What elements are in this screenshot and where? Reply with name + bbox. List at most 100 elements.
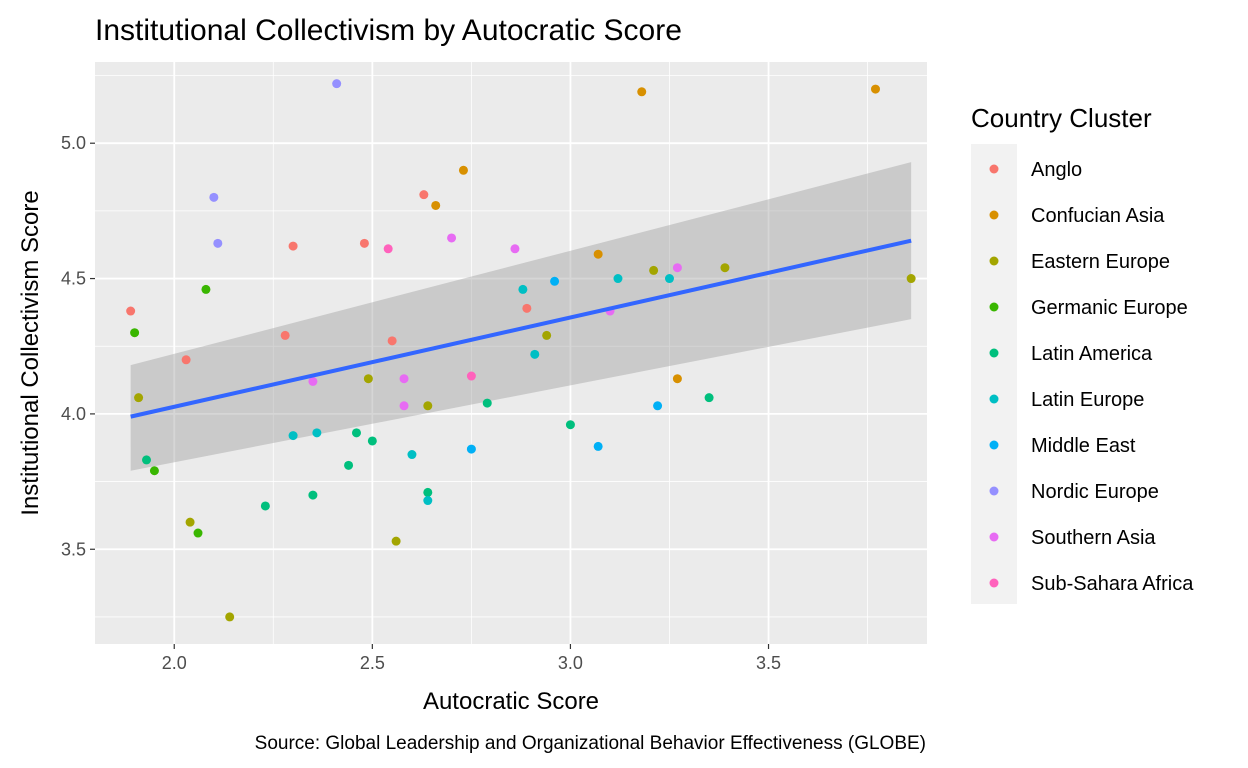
legend-label: Nordic Europe [1031, 481, 1159, 503]
confidence-band-area [130, 162, 912, 471]
legend-key [989, 486, 999, 496]
legend-key [989, 394, 999, 404]
legend-label: Germanic Europe [1031, 297, 1188, 319]
data-point-southern-asia [399, 401, 409, 411]
data-point-latin-europe [288, 431, 298, 441]
data-point-germanic-europe [193, 528, 203, 538]
data-point-anglo [288, 241, 298, 251]
data-point-confucian-asia [593, 249, 603, 259]
data-point-latin-america [423, 487, 433, 497]
plot-panel [95, 62, 927, 644]
legend-label: Middle East [1031, 435, 1136, 457]
data-point-southern-asia [399, 374, 409, 384]
data-point-middle-east [593, 441, 603, 451]
data-point-eastern-europe [185, 517, 195, 527]
data-point-confucian-asia [431, 200, 441, 210]
data-point-eastern-europe [423, 401, 433, 411]
data-point-anglo [181, 355, 191, 365]
trend-line-path [130, 238, 912, 419]
legend-key [989, 302, 999, 312]
trend-line [130, 238, 912, 419]
chart-title: Institutional Collectivism by Autocratic… [95, 14, 682, 47]
data-point-southern-asia [672, 263, 682, 273]
grid-minor [95, 62, 927, 644]
data-point-latin-europe [664, 274, 674, 284]
data-point-germanic-europe [149, 466, 159, 476]
legend-key [989, 210, 999, 220]
data-point-germanic-europe [130, 328, 140, 338]
data-point-latin-europe [423, 496, 433, 506]
data-point-middle-east [653, 401, 663, 411]
legend-key [989, 440, 999, 450]
chart-caption: Source: Global Leadership and Organizati… [255, 733, 926, 754]
data-point-latin-america [704, 393, 714, 403]
data-point-sub-sahara-africa [383, 244, 393, 254]
data-point-latin-america [308, 490, 318, 500]
legend-label: Eastern Europe [1031, 251, 1170, 273]
data-point-latin-america [260, 501, 270, 511]
legend: Country Cluster Anglo Confucian Asia Easte… [971, 103, 1194, 604]
y-axis-title: Institutional Collectivism Score [17, 190, 44, 515]
data-point-eastern-europe [906, 274, 916, 284]
data-point-anglo [387, 336, 397, 346]
data-point-middle-east [466, 444, 476, 454]
data-point-anglo [359, 238, 369, 248]
x-axis-title: Autocratic Score [423, 688, 599, 715]
x-tick-label: 2.0 [162, 653, 187, 673]
data-point-southern-asia [510, 244, 520, 254]
legend-label: Confucian Asia [1031, 205, 1165, 227]
x-tick-label: 3.5 [756, 653, 781, 673]
data-point-eastern-europe [720, 263, 730, 273]
x-tick-label: 3.0 [558, 653, 583, 673]
data-point-latin-europe [407, 450, 417, 460]
data-point-anglo [280, 330, 290, 340]
y-tick-label: 5.0 [61, 133, 86, 153]
data-point-anglo [419, 190, 429, 200]
data-point-sub-sahara-africa [466, 371, 476, 381]
legend-key [989, 578, 999, 588]
data-point-eastern-europe [391, 536, 401, 546]
x-tick-label: 2.5 [360, 653, 385, 673]
data-point-latin-europe [530, 349, 540, 359]
data-point-eastern-europe [225, 612, 235, 622]
data-point-nordic-europe [209, 192, 219, 202]
data-point-anglo [522, 303, 532, 313]
data-point-confucian-asia [458, 165, 468, 175]
data-point-latin-america [565, 420, 575, 430]
data-point-eastern-europe [363, 374, 373, 384]
data-point-latin-america [482, 398, 492, 408]
data-point-germanic-europe [201, 284, 211, 294]
data-point-latin-europe [312, 428, 322, 438]
data-points [126, 79, 916, 622]
legend-key [989, 532, 999, 542]
legend-label: Latin Europe [1031, 389, 1144, 411]
data-point-latin-america [351, 428, 361, 438]
data-point-latin-america [344, 460, 354, 470]
data-point-latin-america [367, 436, 377, 446]
data-point-latin-america [142, 455, 152, 465]
data-point-confucian-asia [637, 87, 647, 97]
data-point-eastern-europe [542, 330, 552, 340]
legend-title: Country Cluster [971, 103, 1152, 133]
legend-key [989, 164, 999, 174]
data-point-southern-asia [447, 233, 457, 243]
y-tick-label: 3.5 [61, 539, 86, 559]
legend-label: Southern Asia [1031, 527, 1156, 549]
grid-major [95, 62, 927, 644]
data-point-confucian-asia [870, 84, 880, 94]
data-point-middle-east [550, 276, 560, 286]
data-point-eastern-europe [649, 265, 659, 275]
y-tick-label: 4.5 [61, 269, 86, 289]
y-axis: 3.5 4.0 4.5 5.0 [61, 133, 95, 559]
data-point-anglo [126, 306, 136, 316]
data-point-latin-europe [613, 274, 623, 284]
confidence-band [130, 162, 912, 471]
data-point-eastern-europe [134, 393, 144, 403]
data-point-nordic-europe [332, 79, 342, 89]
x-axis: 2.0 2.5 3.0 3.5 [162, 644, 781, 673]
data-point-latin-europe [518, 284, 528, 294]
legend-key [989, 256, 999, 266]
legend-label: Anglo [1031, 159, 1082, 181]
y-tick-label: 4.0 [61, 404, 86, 424]
